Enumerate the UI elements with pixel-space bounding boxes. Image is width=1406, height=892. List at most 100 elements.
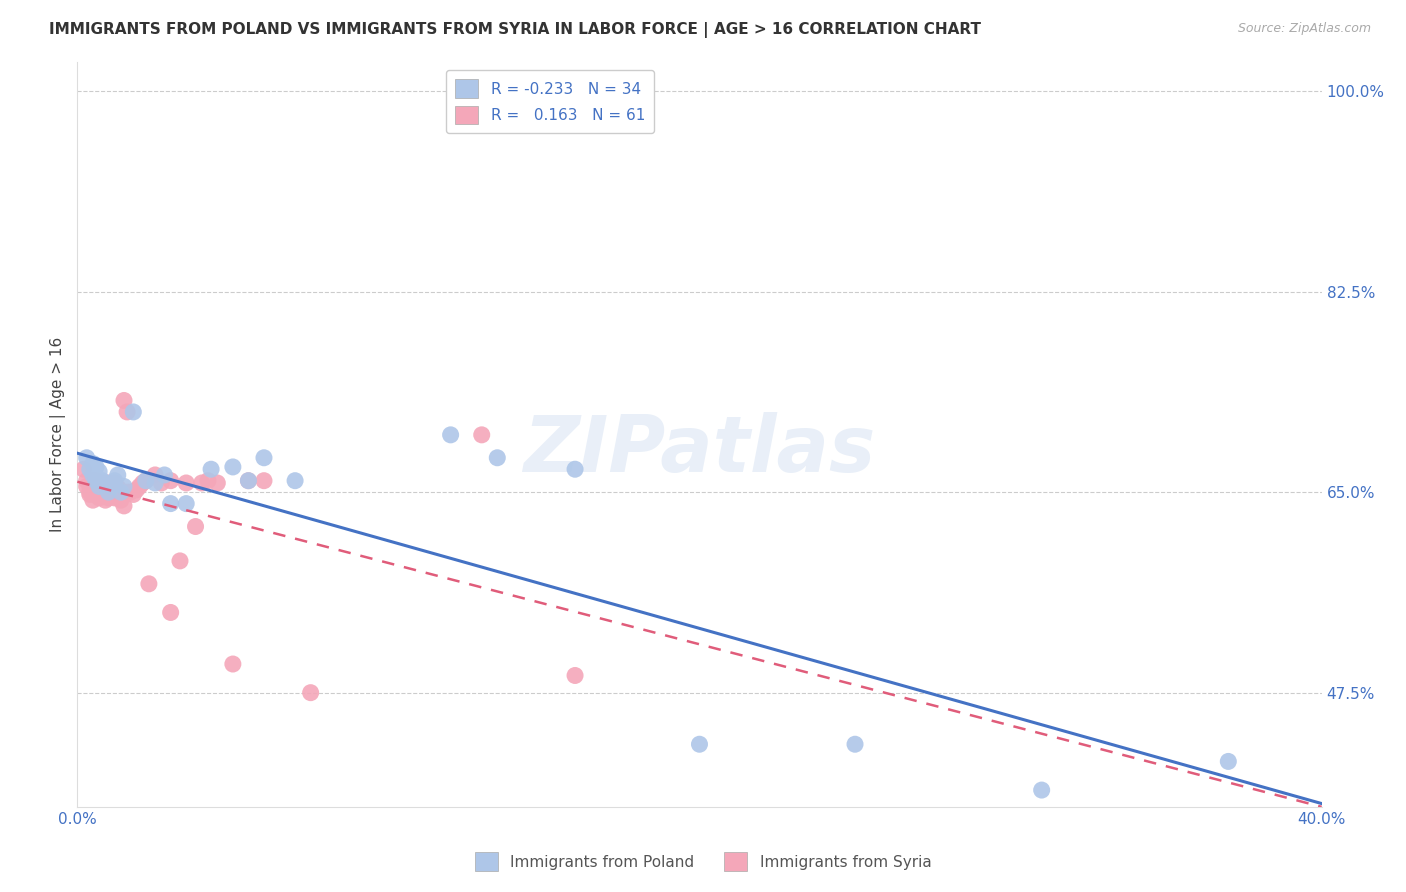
Legend: Immigrants from Poland, Immigrants from Syria: Immigrants from Poland, Immigrants from … xyxy=(468,847,938,877)
Point xyxy=(94,475,117,490)
Point xyxy=(84,459,107,474)
Point xyxy=(112,499,135,513)
Point xyxy=(110,493,132,508)
Point xyxy=(112,479,135,493)
Point xyxy=(150,475,173,490)
Point xyxy=(91,475,114,490)
Point xyxy=(1218,755,1240,769)
Point xyxy=(1031,783,1053,797)
Text: ZIPatlas: ZIPatlas xyxy=(523,412,876,488)
Point xyxy=(486,450,509,465)
Point xyxy=(107,481,129,495)
Point xyxy=(76,474,98,488)
Point xyxy=(100,479,122,493)
Point xyxy=(191,475,214,490)
Point xyxy=(200,462,222,476)
Text: IMMIGRANTS FROM POLAND VS IMMIGRANTS FROM SYRIA IN LABOR FORCE | AGE > 16 CORREL: IMMIGRANTS FROM POLAND VS IMMIGRANTS FRO… xyxy=(49,22,981,38)
Point xyxy=(153,467,176,482)
Point xyxy=(91,487,114,501)
Point xyxy=(184,519,207,533)
Point xyxy=(238,474,260,488)
Point xyxy=(91,474,114,488)
Text: Source: ZipAtlas.com: Source: ZipAtlas.com xyxy=(1237,22,1371,36)
Point xyxy=(82,485,104,500)
Point xyxy=(82,479,104,493)
Point xyxy=(174,475,197,490)
Point xyxy=(79,479,101,493)
Point xyxy=(222,459,245,474)
Point xyxy=(82,467,104,482)
Point xyxy=(143,467,166,482)
Point xyxy=(79,462,101,476)
Point xyxy=(564,668,586,682)
Point xyxy=(174,497,197,511)
Point xyxy=(72,462,94,476)
Point xyxy=(87,491,110,505)
Point xyxy=(84,483,107,497)
Point xyxy=(122,405,145,419)
Point xyxy=(197,474,219,488)
Point xyxy=(84,474,107,488)
Point xyxy=(222,657,245,671)
Point xyxy=(91,483,114,497)
Point xyxy=(87,485,110,500)
Point xyxy=(97,485,120,500)
Point xyxy=(87,479,110,493)
Point xyxy=(104,474,127,488)
Point xyxy=(104,491,127,505)
Point xyxy=(104,475,127,490)
Point xyxy=(87,465,110,479)
Point xyxy=(82,493,104,508)
Point xyxy=(138,577,160,591)
Point xyxy=(115,405,138,419)
Point xyxy=(100,481,122,495)
Point xyxy=(159,606,181,620)
Point xyxy=(112,393,135,408)
Point xyxy=(169,554,191,568)
Point xyxy=(299,686,322,700)
Y-axis label: In Labor Force | Age > 16: In Labor Force | Age > 16 xyxy=(51,337,66,533)
Point xyxy=(76,479,98,493)
Point xyxy=(79,485,101,500)
Point xyxy=(125,483,148,497)
Point xyxy=(143,475,166,490)
Point xyxy=(689,737,711,751)
Point xyxy=(107,487,129,501)
Legend: R = -0.233   N = 34, R =   0.163   N = 61: R = -0.233 N = 34, R = 0.163 N = 61 xyxy=(446,70,654,133)
Point xyxy=(844,737,866,751)
Point xyxy=(100,487,122,501)
Point xyxy=(84,474,107,488)
Point xyxy=(110,485,132,500)
Point xyxy=(76,450,98,465)
Point xyxy=(159,497,181,511)
Point xyxy=(135,474,157,488)
Point xyxy=(84,487,107,501)
Point xyxy=(97,475,120,490)
Point xyxy=(207,475,229,490)
Point xyxy=(110,485,132,500)
Point xyxy=(131,475,153,490)
Point xyxy=(471,428,494,442)
Point xyxy=(94,487,117,501)
Point xyxy=(253,450,276,465)
Point xyxy=(122,487,145,501)
Point xyxy=(107,467,129,482)
Point xyxy=(104,485,127,500)
Point xyxy=(284,474,307,488)
Point xyxy=(82,474,104,488)
Point xyxy=(238,474,260,488)
Point xyxy=(97,485,120,500)
Point xyxy=(79,487,101,501)
Point xyxy=(97,491,120,505)
Point xyxy=(94,493,117,508)
Point xyxy=(135,474,157,488)
Point xyxy=(159,474,181,488)
Point xyxy=(440,428,463,442)
Point xyxy=(564,462,586,476)
Point xyxy=(87,479,110,493)
Point xyxy=(82,457,104,471)
Point xyxy=(115,485,138,500)
Point xyxy=(253,474,276,488)
Point xyxy=(120,485,142,500)
Point xyxy=(128,479,150,493)
